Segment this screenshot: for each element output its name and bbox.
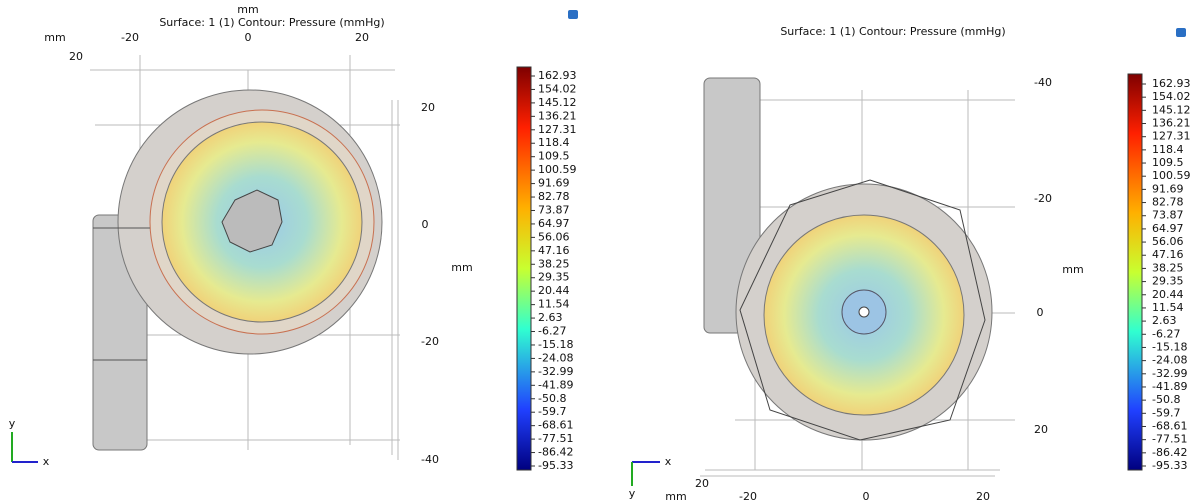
axis-tick: 0 [863,490,870,502]
colorbar-label: -15.18 [1152,340,1187,353]
axis-tick: 20 [976,490,990,502]
axis-tick: -40 [421,453,439,466]
colorbar-label: 82.78 [538,190,570,203]
colorbar-label: 91.69 [538,177,570,190]
colorbar-label: -68.61 [1152,419,1187,432]
right-axis-unit: mm [451,261,472,274]
colorbar-label: 56.06 [1152,235,1184,248]
axis-tick: 20 [695,477,709,490]
colorbar-label: -32.99 [1152,367,1187,380]
camera-icon[interactable] [568,10,578,19]
colorbar-label: 82.78 [1152,196,1184,209]
colorbar-label: -95.33 [1152,459,1187,472]
triad-label: y [9,417,16,430]
colorbar-label: 20.44 [538,284,570,297]
axis-tick: -20 [121,31,139,44]
colorbar-label: 127.31 [538,123,577,136]
colorbar-label: -24.08 [538,351,573,364]
colorbar-label: 145.12 [538,96,577,109]
colorbar-label: -50.8 [1152,393,1180,406]
axis-tick: 20 [355,31,369,44]
colorbar-label: 162.93 [1152,77,1191,90]
colorbar-label: 38.25 [1152,261,1184,274]
axis-tick: -40 [1034,76,1052,89]
axis-tick: 20 [1034,423,1048,436]
colorbar-label: -6.27 [1152,327,1180,340]
colorbar-label: -59.7 [1152,406,1180,419]
triad-label: y [629,487,636,500]
colorbar-label: 73.87 [538,203,570,216]
colorbar-label: 100.59 [538,163,577,176]
plot-title: Surface: 1 (1) Contour: Pressure (mmHg) [780,25,1005,38]
colorbar-label: 154.02 [1152,90,1191,103]
colorbar-label: -32.99 [538,365,573,378]
panel-1-graphics [90,55,400,460]
panel-2-graphics [700,78,1015,476]
colorbar-label: 109.5 [538,150,570,163]
colorbar-label: 47.16 [538,244,570,257]
colorbar-label: 91.69 [1152,182,1184,195]
colorbar-label: -68.61 [538,419,573,432]
colorbar-label: 118.4 [1152,143,1184,156]
colorbar-label: 29.35 [538,271,570,284]
axis-tick: 20 [69,50,83,63]
colorbar-label: 145.12 [1152,103,1191,116]
colorbar-label: 136.21 [1152,117,1191,130]
colorbar-label: 162.93 [538,69,577,82]
colorbar-label: -86.42 [538,446,573,459]
colorbar-label: 118.4 [538,136,570,149]
colorbar-label: -95.33 [538,459,573,472]
screenshot: mm Surface: 1 (1) Contour: Pressure (mmH… [0,0,1196,502]
colorbar-label: 100.59 [1152,169,1191,182]
colorbar-label: -24.08 [1152,354,1187,367]
triad-label: x [43,455,50,468]
axis-tick: -20 [1034,192,1052,205]
colorbar-label: -86.42 [1152,446,1187,459]
plot-title: Surface: 1 (1) Contour: Pressure (mmHg) [159,16,384,29]
colorbar-label: 109.5 [1152,156,1184,169]
colorbar [1128,74,1142,470]
colorbar-label: -41.89 [1152,380,1187,393]
axis-tick: -20 [421,335,439,348]
colorbar-label: 136.21 [538,109,577,122]
colorbar-label: 20.44 [1152,288,1184,301]
right-axis-unit: mm [1062,263,1083,276]
axis-tick: 20 [421,101,435,114]
axis-tick: 0 [245,31,252,44]
camera-icon[interactable] [1176,28,1186,37]
colorbar-label: 127.31 [1152,130,1191,143]
colorbar-label: 73.87 [1152,209,1184,222]
top-axis-unit: mm [237,3,258,16]
colorbar-label: 47.16 [1152,248,1184,261]
colorbar-label: -77.51 [1152,433,1187,446]
colorbar-label: -15.18 [538,338,573,351]
colorbar-label: 29.35 [1152,275,1184,288]
colorbar [517,67,531,470]
colorbar-label: 11.54 [1152,301,1184,314]
colorbar-label: 2.63 [1152,314,1177,327]
triad-label: x [665,455,672,468]
left-axis-unit: mm [44,31,65,44]
colorbar-label: -59.7 [538,405,566,418]
colorbar-label: -41.89 [538,378,573,391]
colorbar-label: 56.06 [538,230,570,243]
bottom-axis-unit: mm [665,490,686,502]
axis-tick: 0 [1037,306,1044,319]
colorbar-label: 64.97 [538,217,570,230]
colorbar-label: 64.97 [1152,222,1184,235]
colorbar-label: 11.54 [538,298,570,311]
colorbar-label: -50.8 [538,392,566,405]
axis-tick: 0 [422,218,429,231]
colorbar-label: -6.27 [538,325,566,338]
colorbar-label: 2.63 [538,311,563,324]
colorbar-label: -77.51 [538,432,573,445]
colorbar-label: 154.02 [538,82,577,95]
colorbar-label: 38.25 [538,257,570,270]
axis-tick: -20 [739,490,757,502]
